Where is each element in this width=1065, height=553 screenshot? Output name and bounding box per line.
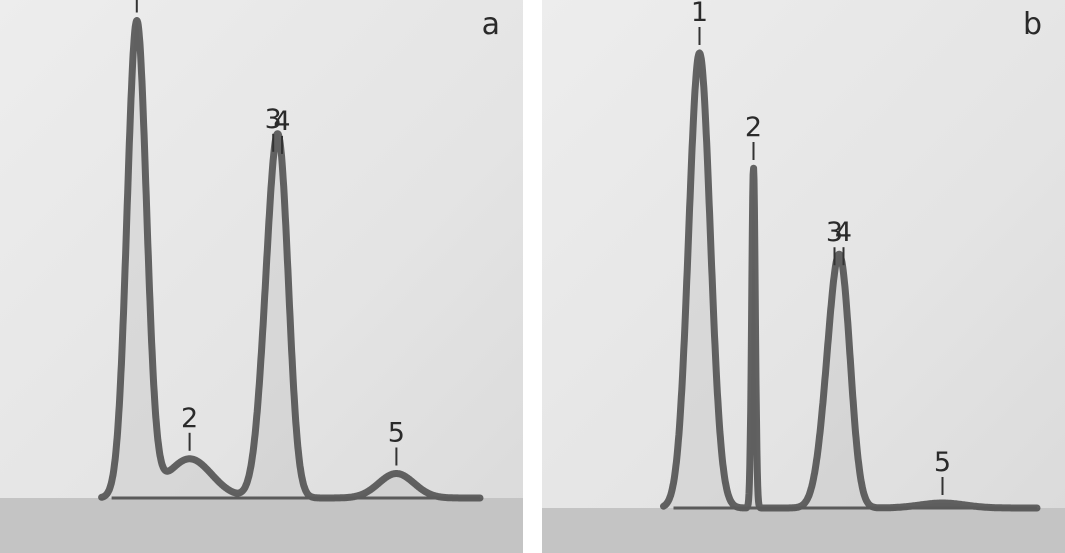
chart-panel-a: 12345a xyxy=(0,0,523,553)
baseline-region xyxy=(542,508,1065,553)
plot-background xyxy=(542,0,1065,553)
baseline-region xyxy=(0,498,523,553)
chart-a-svg: 12345a xyxy=(0,0,523,553)
trace-line xyxy=(98,17,484,502)
panel-label: a xyxy=(482,7,500,42)
peak-label-4: 4 xyxy=(835,217,852,248)
trace-fill xyxy=(663,53,1037,508)
peak-label-3: 3 xyxy=(826,217,843,248)
peak-label-3: 3 xyxy=(265,104,282,135)
peak-label-2: 2 xyxy=(745,112,762,143)
peak-label-2: 2 xyxy=(181,403,198,434)
chart-b-svg: 1 2 34 5 b xyxy=(542,0,1065,553)
peak-label-1: 1 xyxy=(691,0,708,28)
peak-label-4: 4 xyxy=(273,106,290,137)
plot-background xyxy=(0,0,523,553)
panel-label: b xyxy=(1023,7,1042,42)
peak-label-5: 5 xyxy=(388,418,405,449)
peak-label-5: 5 xyxy=(934,447,951,478)
trace-line xyxy=(660,49,1041,512)
